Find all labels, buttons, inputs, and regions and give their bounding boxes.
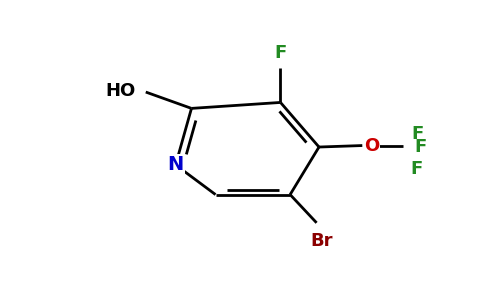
Text: F: F <box>274 44 287 62</box>
Text: F: F <box>411 125 424 143</box>
Text: HO: HO <box>106 82 136 100</box>
Text: O: O <box>364 136 379 154</box>
Text: F: F <box>410 160 423 178</box>
Text: F: F <box>414 138 426 156</box>
Text: N: N <box>167 155 184 174</box>
Text: Br: Br <box>310 232 333 250</box>
